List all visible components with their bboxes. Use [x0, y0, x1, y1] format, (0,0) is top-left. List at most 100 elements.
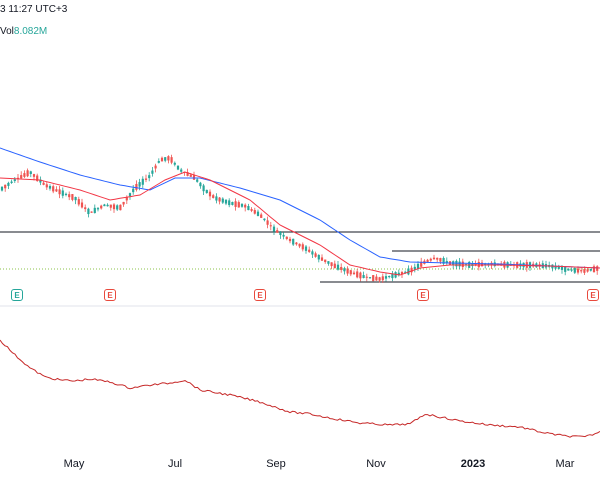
candle-body — [196, 179, 199, 182]
candle-body — [103, 204, 106, 207]
candle-body — [26, 170, 29, 177]
candle-body — [442, 257, 445, 264]
x-axis-label: 2023 — [460, 458, 486, 470]
candle-body — [276, 230, 279, 233]
x-axis-label: Jul — [167, 458, 183, 470]
candle-body — [36, 175, 39, 181]
candle-body — [112, 204, 116, 210]
earnings-icon[interactable]: E — [417, 289, 429, 301]
candle-body — [557, 266, 560, 269]
candle-body — [445, 261, 448, 263]
candle-body — [55, 189, 58, 192]
candle-body — [68, 194, 71, 198]
candle-body — [144, 178, 148, 180]
candle-body — [298, 243, 301, 247]
candle-body — [384, 276, 388, 279]
candle-body — [87, 208, 90, 215]
candle-body — [96, 208, 100, 210]
candle-body — [301, 244, 304, 250]
candle-body — [208, 191, 212, 197]
indicator-line[interactable] — [0, 339, 600, 438]
candle-body — [0, 186, 4, 191]
candle-body — [266, 220, 269, 225]
candle-body — [77, 199, 80, 205]
candle-body — [400, 272, 404, 275]
candle-body — [308, 249, 311, 252]
candle-body — [84, 207, 87, 210]
candle-body — [420, 261, 423, 267]
candle-body — [215, 196, 218, 201]
candle-body — [71, 194, 74, 200]
candle-body — [381, 276, 384, 281]
candle-body — [218, 197, 221, 202]
candle-body — [311, 251, 314, 255]
candle-body — [39, 179, 42, 183]
x-axis-label: May — [63, 458, 85, 470]
candle-body — [586, 269, 589, 272]
candle-body — [74, 196, 77, 201]
candle-body — [375, 276, 378, 281]
moving-average-slow[interactable] — [0, 147, 600, 269]
candle-body — [138, 182, 141, 187]
candle-body — [340, 267, 343, 270]
candle-body — [461, 261, 464, 267]
candle-body — [317, 254, 320, 260]
candle-body — [64, 193, 68, 195]
candle-body — [397, 272, 400, 276]
earnings-icon[interactable]: E — [104, 289, 116, 301]
volume-value: 8.082M — [13, 26, 48, 37]
candle-body — [234, 201, 237, 207]
candle-body — [199, 182, 202, 187]
candle-body — [202, 185, 205, 192]
candle-body — [554, 265, 557, 269]
candle-body — [436, 257, 439, 260]
earnings-icon[interactable]: E — [254, 289, 266, 301]
candle-body — [279, 232, 282, 236]
candle-body — [48, 186, 52, 189]
candle-body — [352, 272, 356, 275]
candle-body — [330, 262, 333, 267]
candle-body — [480, 262, 484, 267]
earnings-icon[interactable]: E — [587, 289, 599, 301]
candle-body — [224, 199, 228, 204]
candle-body — [320, 257, 324, 261]
candle-body — [52, 186, 55, 192]
candle-body — [589, 268, 592, 271]
candle-body — [189, 174, 192, 177]
candle-body — [260, 214, 263, 218]
candle-body — [580, 270, 583, 272]
candle-body — [346, 268, 349, 274]
candle-body — [365, 276, 368, 278]
candle-body — [192, 175, 196, 180]
candlestick-series[interactable] — [0, 154, 599, 283]
candle-body — [154, 165, 157, 169]
candle-body — [228, 200, 231, 206]
candle-body — [388, 276, 391, 278]
candle-body — [247, 206, 250, 211]
candle-body — [295, 242, 298, 245]
candle-body — [167, 156, 170, 161]
candle-body — [439, 258, 442, 262]
candle-body — [343, 268, 346, 272]
candle-body — [292, 238, 295, 245]
candle-body — [237, 202, 240, 208]
candle-body — [116, 205, 119, 210]
candle-body — [269, 225, 272, 227]
candle-body — [560, 266, 564, 270]
candle-body — [410, 267, 413, 273]
moving-average-fast[interactable] — [0, 171, 600, 276]
candle-body — [240, 204, 244, 207]
earnings-icon[interactable]: E — [11, 289, 23, 301]
candle-body — [221, 198, 224, 203]
candle-body — [173, 162, 176, 165]
candle-body — [288, 238, 292, 242]
candle-body — [61, 190, 64, 196]
candle-body — [596, 266, 599, 271]
candle-body — [7, 182, 10, 186]
candle-body — [90, 211, 93, 213]
candle-body — [93, 207, 96, 214]
candle-body — [285, 236, 288, 239]
candle-body — [413, 266, 416, 270]
volume-label: Vol — [0, 26, 14, 37]
